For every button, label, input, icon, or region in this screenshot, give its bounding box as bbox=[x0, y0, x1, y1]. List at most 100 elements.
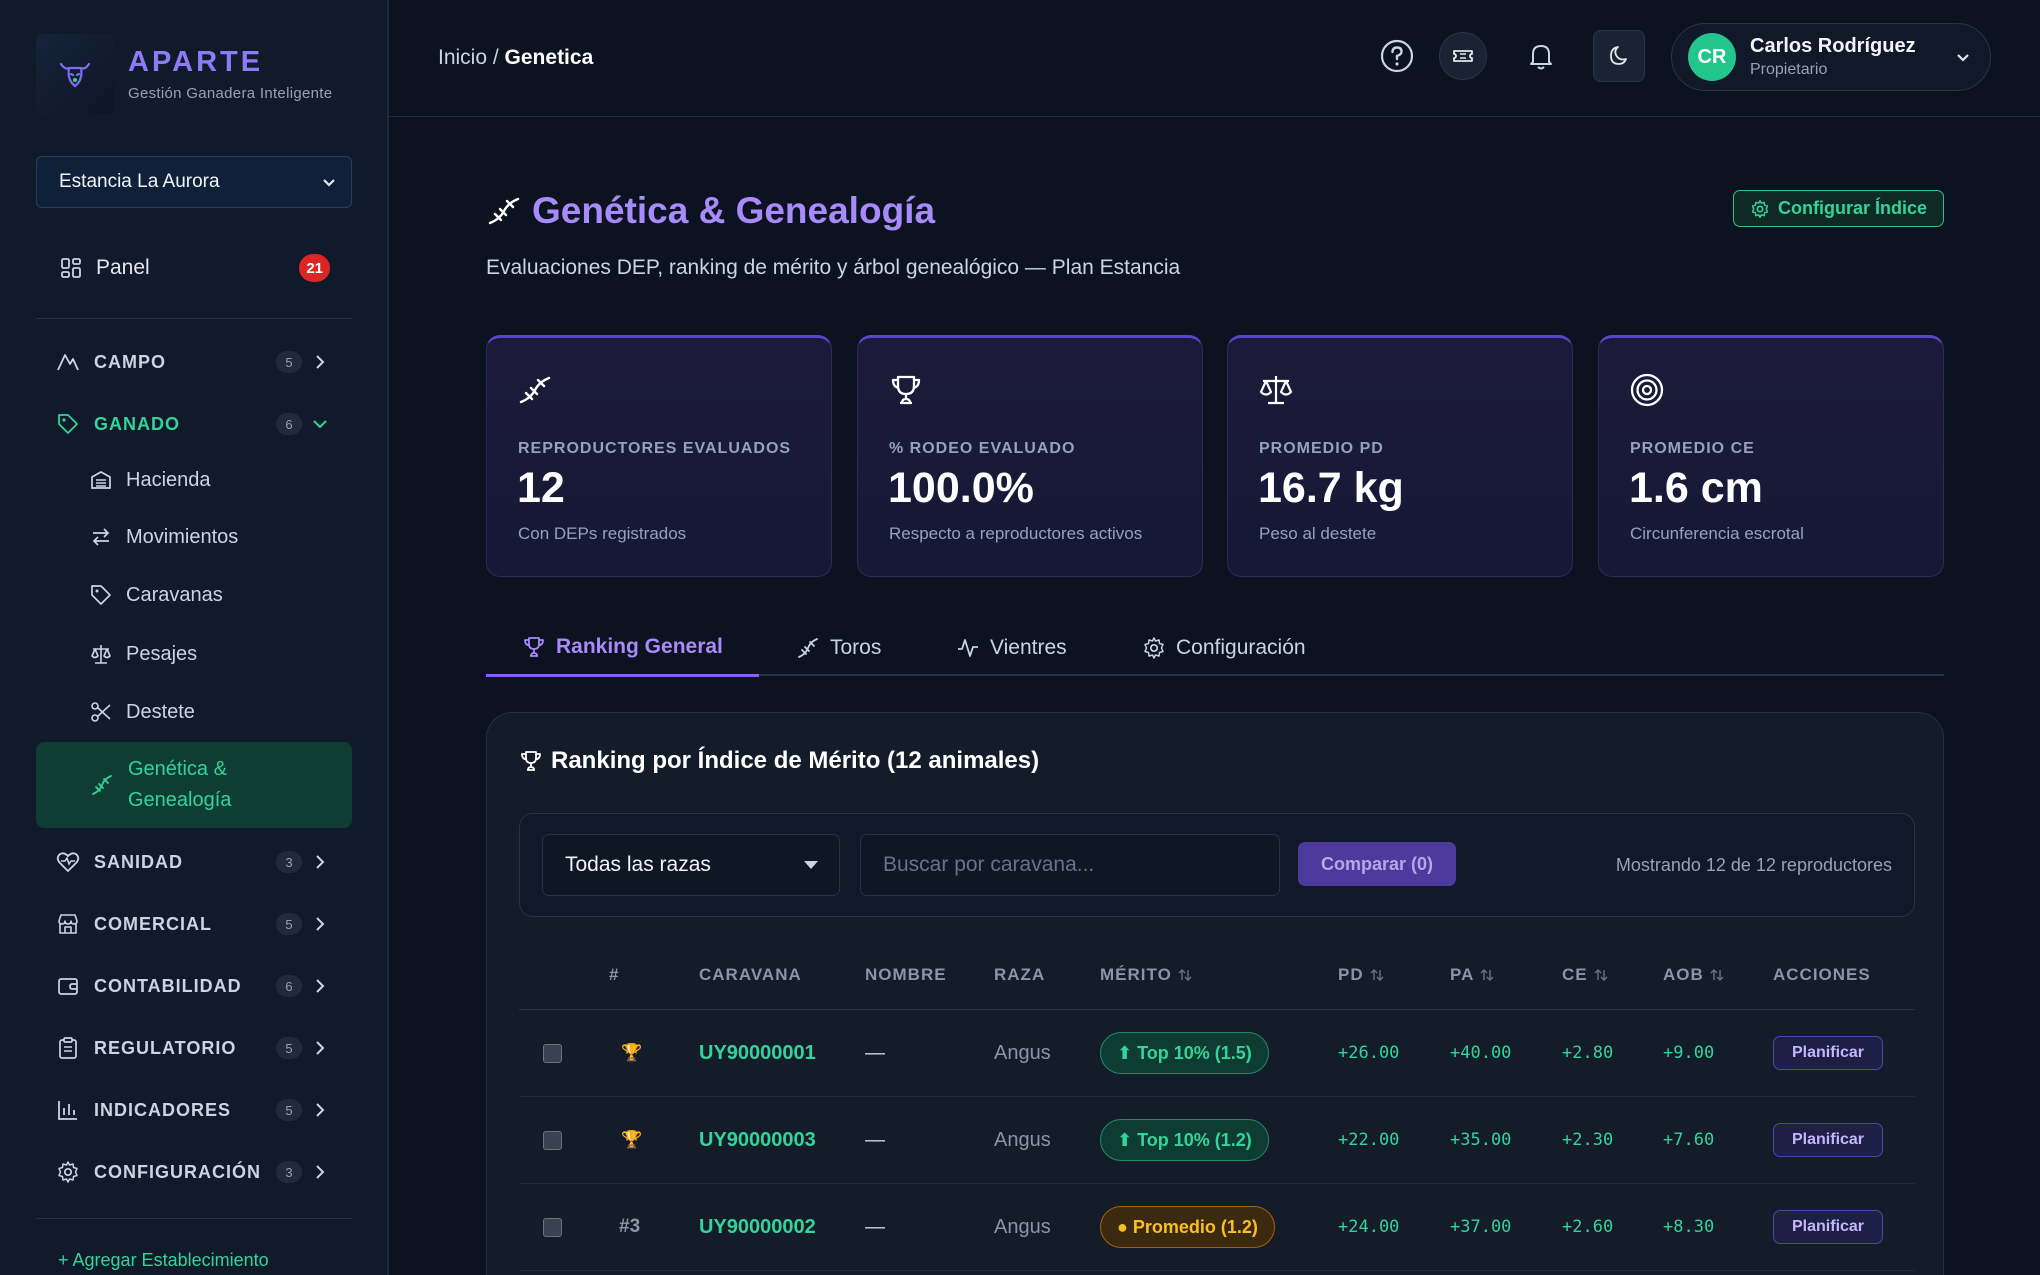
sidebar: APARTE Gestión Ganadera Inteligente Esta… bbox=[0, 0, 389, 1275]
user-name: Carlos Rodríguez bbox=[1750, 35, 1916, 57]
sidebar-group-comercial[interactable]: COMERCIAL 5 bbox=[36, 902, 352, 946]
count-badge: 5 bbox=[276, 1037, 302, 1059]
sidebar-item-label: Pesajes bbox=[126, 642, 198, 665]
sidebar-item-genetica[interactable]: Genética & Genealogía bbox=[36, 742, 352, 828]
brand-name: APARTE bbox=[128, 46, 264, 78]
plan-button[interactable]: Planificar bbox=[1773, 1210, 1884, 1244]
sidebar-group-contabilidad[interactable]: CONTABILIDAD 6 bbox=[36, 964, 352, 1008]
sidebar-item-movimientos[interactable]: Movimientos bbox=[36, 515, 352, 559]
column-header-nombre: NOMBRE bbox=[865, 965, 947, 984]
column-header-merito[interactable]: MÉRITO bbox=[1100, 965, 1192, 985]
aob-cell: +7.60 bbox=[1663, 1130, 1715, 1150]
sidebar-group-label: CAMPO bbox=[94, 351, 166, 372]
caravana-link[interactable]: UY90000003 bbox=[699, 1128, 816, 1151]
sidebar-item-destete[interactable]: Destete bbox=[36, 690, 352, 734]
trophy-icon bbox=[524, 637, 544, 657]
table-header-divider bbox=[519, 1009, 1915, 1010]
tab-label: Configuración bbox=[1176, 636, 1306, 659]
row-checkbox[interactable] bbox=[543, 1130, 562, 1150]
sidebar-item-label: Caravanas bbox=[126, 583, 223, 606]
kpi-value: 100.0% bbox=[888, 464, 1034, 512]
activity-icon bbox=[958, 639, 978, 657]
tab-configuracion[interactable]: Configuración bbox=[1142, 620, 1306, 676]
ticket-button[interactable] bbox=[1439, 32, 1487, 80]
column-header-pa[interactable]: PA bbox=[1450, 965, 1494, 985]
rank-trophy-icon: 🏆 bbox=[621, 1130, 643, 1149]
target-icon bbox=[1630, 373, 1664, 407]
sidebar-group-configuracion[interactable]: CONFIGURACIÓN 3 bbox=[36, 1150, 352, 1194]
row-checkbox[interactable] bbox=[543, 1217, 562, 1237]
column-header-label: CE bbox=[1562, 965, 1588, 984]
kpi-value: 16.7 kg bbox=[1258, 464, 1404, 512]
divider bbox=[36, 318, 352, 319]
tab-ranking-general[interactable]: Ranking General bbox=[486, 620, 759, 677]
tab-toros[interactable]: Toros bbox=[796, 620, 881, 676]
configure-index-button[interactable]: Configurar Índice bbox=[1733, 190, 1944, 227]
trophy-icon bbox=[521, 751, 541, 771]
count-badge: 3 bbox=[276, 1161, 302, 1183]
caravana-search-input[interactable] bbox=[860, 834, 1280, 896]
sidebar-group-label: INDICADORES bbox=[94, 1099, 232, 1120]
sidebar-item-pesajes[interactable]: Pesajes bbox=[36, 632, 352, 676]
sidebar-group-indicadores[interactable]: INDICADORES 5 bbox=[36, 1088, 352, 1132]
user-menu[interactable]: CR Carlos Rodríguez Propietario bbox=[1671, 23, 1991, 91]
grid-icon bbox=[61, 258, 81, 278]
bull-logo-icon bbox=[36, 34, 114, 114]
add-establishment-link[interactable]: + Agregar Establecimiento bbox=[58, 1250, 269, 1270]
count-badge: 6 bbox=[276, 413, 302, 435]
sidebar-group-label: CONTABILIDAD bbox=[94, 975, 242, 996]
wallet-icon bbox=[58, 978, 78, 995]
pd-cell: +26.00 bbox=[1338, 1043, 1400, 1063]
tab-label: Vientres bbox=[990, 636, 1067, 659]
sidebar-item-hacienda[interactable]: Hacienda bbox=[36, 458, 352, 502]
pa-cell: +37.00 bbox=[1450, 1217, 1512, 1237]
caret-down-icon bbox=[804, 861, 818, 869]
kpi-card-promedio-pd: PROMEDIO PD 16.7 kg Peso al destete bbox=[1227, 335, 1573, 577]
breadcrumb-root[interactable]: Inicio bbox=[438, 46, 488, 69]
caravana-link[interactable]: UY90000001 bbox=[699, 1041, 816, 1064]
top-header: Inicio / Genetica CR Carlos Rodríguez Pr… bbox=[389, 0, 2040, 117]
compare-button[interactable]: Comparar (0) bbox=[1298, 842, 1456, 886]
estancia-select[interactable]: Estancia La Aurora bbox=[36, 156, 352, 208]
count-badge: 6 bbox=[276, 975, 302, 997]
sidebar-item-panel[interactable]: Panel 21 bbox=[36, 246, 352, 290]
row-checkbox[interactable] bbox=[543, 1043, 562, 1063]
sidebar-group-campo[interactable]: CAMPO 5 bbox=[36, 340, 352, 384]
column-header-aob[interactable]: AOB bbox=[1663, 965, 1724, 985]
notifications-button[interactable] bbox=[1515, 30, 1567, 82]
sidebar-group-regulatorio[interactable]: REGULATORIO 5 bbox=[36, 1026, 352, 1070]
bar-chart-icon bbox=[58, 1101, 77, 1120]
sidebar-group-label: GANADO bbox=[94, 413, 180, 434]
user-role: Propietario bbox=[1750, 61, 1828, 78]
column-header-label: MÉRITO bbox=[1100, 965, 1172, 984]
kpi-card-rodeo: % RODEO EVALUADO 100.0% Respecto a repro… bbox=[857, 335, 1203, 577]
sidebar-group-sanidad[interactable]: SANIDAD 3 bbox=[36, 840, 352, 884]
raza-cell: Angus bbox=[994, 1128, 1051, 1151]
breadcrumb-current: Genetica bbox=[504, 46, 594, 69]
plan-button[interactable]: Planificar bbox=[1773, 1123, 1884, 1157]
sort-icon bbox=[1480, 969, 1494, 981]
kpi-note: Con DEPs registrados bbox=[518, 524, 687, 543]
raza-filter-select[interactable]: Todas las razas bbox=[542, 834, 840, 896]
merit-badge: ● Promedio (1.2) bbox=[1100, 1206, 1275, 1248]
sidebar-item-caravanas[interactable]: Caravanas bbox=[36, 573, 352, 617]
tab-vientres[interactable]: Vientres bbox=[956, 620, 1067, 676]
chevron-right-icon bbox=[316, 1165, 325, 1179]
gear-icon bbox=[1144, 637, 1164, 659]
dna-icon bbox=[798, 638, 818, 658]
heart-pulse-icon bbox=[56, 852, 80, 873]
column-header-pd[interactable]: PD bbox=[1338, 965, 1384, 985]
help-button[interactable] bbox=[1371, 30, 1423, 82]
column-header-ce[interactable]: CE bbox=[1562, 965, 1608, 985]
brand[interactable]: APARTE Gestión Ganadera Inteligente bbox=[36, 34, 332, 114]
scissors-icon bbox=[91, 702, 111, 722]
sidebar-group-ganado[interactable]: GANADO 6 bbox=[36, 402, 352, 446]
bell-icon bbox=[1530, 45, 1552, 70]
caravana-link[interactable]: UY90000002 bbox=[699, 1215, 816, 1238]
theme-toggle-button[interactable] bbox=[1593, 30, 1645, 82]
sort-icon bbox=[1178, 969, 1192, 981]
plan-button[interactable]: Planificar bbox=[1773, 1036, 1884, 1070]
kpi-card-promedio-ce: PROMEDIO CE 1.6 cm Circunferencia escrot… bbox=[1598, 335, 1944, 577]
trophy-icon bbox=[891, 375, 921, 405]
raza-filter-value: Todas las razas bbox=[565, 853, 711, 876]
